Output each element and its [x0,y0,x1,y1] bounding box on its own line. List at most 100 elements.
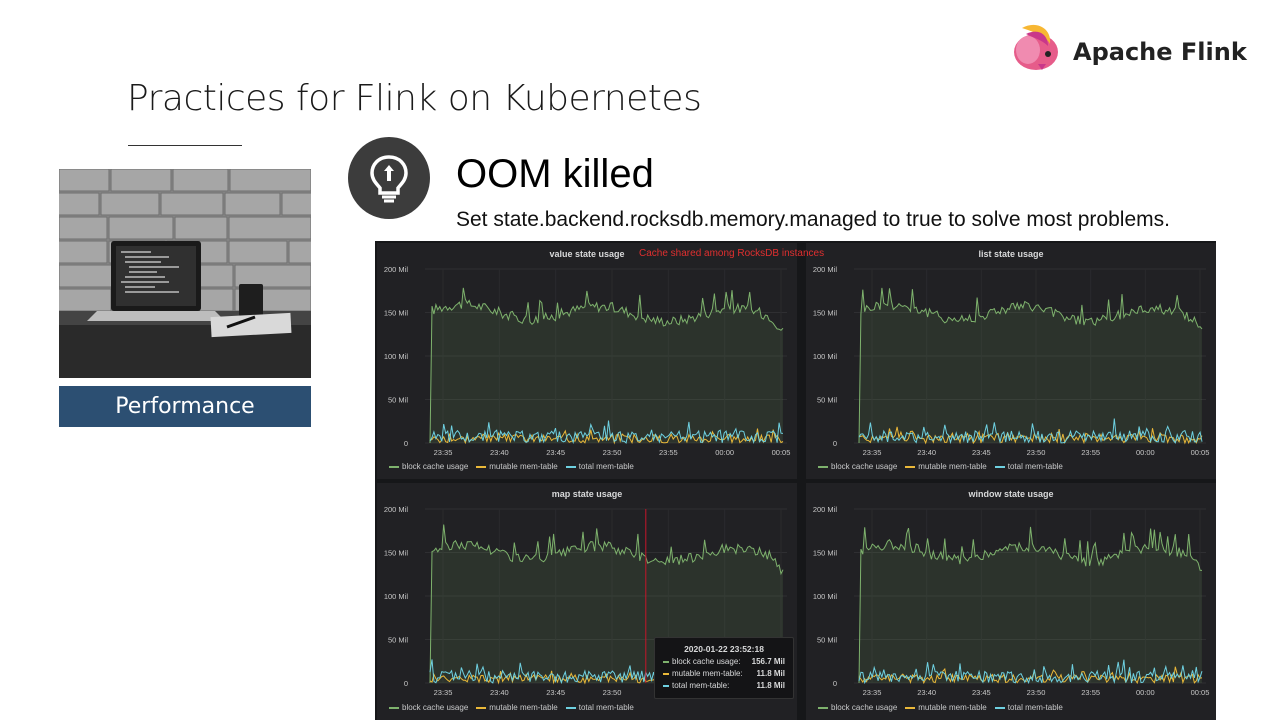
tooltip-row-label: total mem-table: [663,681,729,690]
tooltip-value: 11.8 Mil [756,681,785,690]
block-cache-area [430,287,783,443]
legend-label: block cache usage [831,703,898,712]
tooltip-row-label: mutable mem-table: [663,669,743,678]
panel-window-state-usage: window state usage 200 Mil 150 Mil 100 Mil 5… [806,483,1216,720]
y-tick-label: 0 [404,679,408,688]
x-tick-label: 00:05 [1191,688,1210,697]
y-tick-label: 0 [833,439,837,448]
legend-label: total mem-table [1007,462,1063,471]
tooltip-time: 2020-01-22 23:52:18 [684,644,764,654]
tooltip-label: total mem-table: [672,681,730,690]
tooltip-label: block cache usage: [672,657,741,666]
panel-title: list state usage [978,249,1044,259]
lightbulb-badge [348,137,430,219]
y-tick-label: 100 Mil [384,352,409,361]
section-heading: OOM killed [456,152,654,196]
legend-label: total mem-table [1007,703,1063,712]
legend-swatch [905,706,916,709]
slide-title: Practices for Flink on Kubernetes [127,78,702,119]
panel-list-state-usage: list state usage 200 Mil 150 Mil 100 Mil 50 … [806,243,1216,479]
tooltip-row: mutable mem-table: 11.8 Mil [655,669,793,678]
block-cache-line [858,287,1203,444]
y-tick-label: 0 [404,439,408,448]
panel-graph: 200 Mil 150 Mil 100 Mil 50 Mil 0 23:35 23:40 23… [384,265,791,457]
legend-item[interactable]: mutable mem-table [476,703,558,712]
panel-graph: 200 Mil 150 Mil 100 Mil 50 Mil 0 23:35 23:40 23… [813,505,1210,697]
lightbulb-icon [370,155,408,203]
legend-swatch [994,706,1005,709]
legend-label: total mem-table [578,703,634,712]
x-tick-label: 23:35 [434,688,453,697]
legend-item[interactable]: total mem-table [994,703,1063,712]
x-tick-label: 23:55 [1081,688,1100,697]
legend-swatch [818,465,828,468]
legend-item[interactable]: mutable mem-table [476,462,558,471]
x-tick-label: 23:45 [546,688,565,697]
y-tick-label: 150 Mil [384,309,409,318]
block-cache-line [429,524,784,684]
y-tick-label: 50 Mil [388,396,408,405]
legend-item[interactable]: block cache usage [389,462,468,471]
y-tick-label: 200 Mil [813,265,838,274]
x-tick-label: 23:35 [434,448,453,457]
cache-note: Cache shared among RocksDB instances [639,248,825,259]
flink-squirrel-icon [1014,24,1058,70]
legend-label: total mem-table [578,462,634,471]
legend-item[interactable]: total mem-table [565,703,634,712]
tooltip-row: block cache usage: 156.7 Mil [655,657,793,666]
x-tick-label: 00:00 [1136,448,1155,457]
x-tick-label: 23:55 [1081,448,1100,457]
legend-label: block cache usage [402,462,469,471]
total-memtable-line [429,420,784,445]
block-cache-area [859,526,1202,683]
tooltip-row: total mem-table: 11.8 Mil [655,681,793,690]
legend-label: block cache usage [831,462,898,471]
legend-swatch [994,465,1005,468]
block-cache-line [858,526,1203,684]
x-tick-label: 00:05 [772,448,791,457]
total-memtable-line [858,418,1203,445]
block-cache-area [859,287,1202,443]
panel-title: window state usage [968,489,1054,499]
legend-label: mutable mem-table [918,462,987,471]
tooltip-swatch [663,660,669,663]
logo-text: Apache Flink [1073,38,1247,66]
tooltip-label: mutable mem-table: [672,669,743,678]
legend-swatch [905,465,916,468]
x-tick-label: 23:40 [490,688,509,697]
x-tick-label: 23:50 [1027,448,1046,457]
legend-item[interactable]: mutable mem-table [905,462,987,471]
tooltip-swatch [663,684,669,687]
hover-tooltip: 2020-01-22 23:52:18 block cache usage: 156… [654,637,794,699]
y-tick-label: 50 Mil [817,396,837,405]
legend-swatch [565,465,576,468]
x-tick-label: 00:00 [715,448,734,457]
legend-swatch [565,706,576,709]
legend-item[interactable]: block cache usage [818,703,897,712]
legend-swatch [476,465,487,468]
tooltip-value: 11.8 Mil [756,669,785,678]
legend-swatch [818,706,828,709]
legend-item[interactable]: block cache usage [818,462,897,471]
y-tick-label: 100 Mil [813,352,838,361]
performance-label: Performance [59,386,311,427]
y-tick-label: 200 Mil [384,265,409,274]
y-tick-label: 0 [833,679,837,688]
tooltip-swatch [663,672,669,675]
legend-item[interactable]: mutable mem-table [905,703,987,712]
legend-label: mutable mem-table [918,703,987,712]
legend-swatch [476,706,487,709]
legend-item[interactable]: block cache usage [389,703,468,712]
x-tick-label: 23:50 [1027,688,1046,697]
section-description: Set state.backend.rocksdb.memory.managed… [456,208,1170,231]
panel-title: map state usage [551,489,623,499]
panel-value-state-usage: value state usage 200 Mil 150 Mil 100 Mil 50… [377,243,797,479]
legend-item[interactable]: total mem-table [565,462,634,471]
x-tick-label: 23:40 [917,448,936,457]
legend-swatch [389,465,399,468]
legend-item[interactable]: total mem-table [994,462,1063,471]
x-tick-label: 23:50 [603,688,622,697]
y-tick-label: 150 Mil [813,549,838,558]
y-tick-label: 200 Mil [813,505,838,514]
mutable-memtable-line [858,666,1203,685]
